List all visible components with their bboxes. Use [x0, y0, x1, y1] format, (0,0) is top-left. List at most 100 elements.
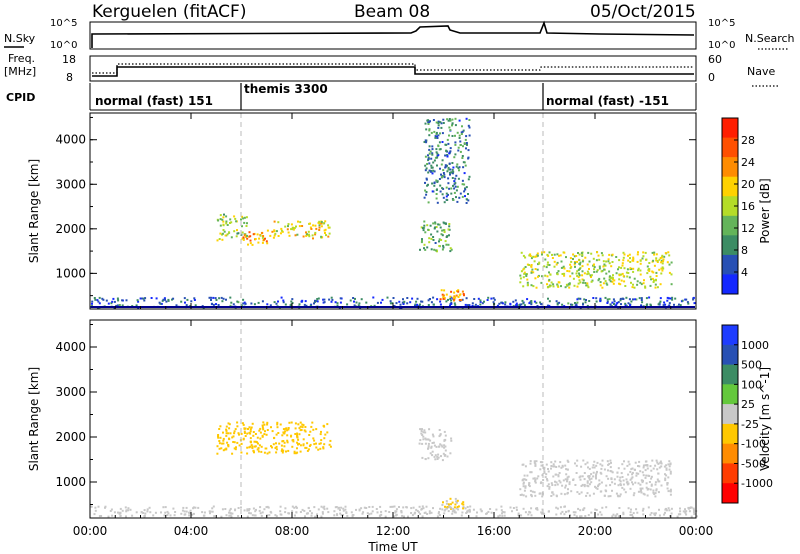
power-echo-cell	[222, 220, 225, 223]
power-echo-cell	[556, 283, 559, 286]
power-echo-cell	[275, 302, 278, 305]
velocity-echo-cell	[246, 446, 249, 449]
velocity-echo-cell	[556, 483, 559, 486]
power-echo-cell	[339, 301, 342, 304]
power-echo-cell	[272, 236, 275, 239]
power-echo-cell	[501, 302, 504, 305]
power-echo-cell	[453, 302, 456, 305]
power-echo-cell	[163, 297, 166, 300]
power-echo-cell	[592, 264, 595, 267]
power-echo-cell	[618, 259, 621, 262]
velocity-echo-cell	[520, 514, 523, 517]
power-echo-cell	[290, 228, 293, 231]
velocity-echo-cell	[421, 428, 423, 431]
power-echo-cell	[586, 273, 589, 276]
power-echo-cell	[569, 275, 572, 278]
velocity-echo-cell	[642, 464, 645, 467]
velocity-echo-cell	[622, 483, 625, 486]
power-echo-cell	[246, 237, 249, 240]
power-echo-cell	[645, 304, 648, 306]
velocity-echo-cell	[526, 474, 529, 477]
freq-panel: Freq. [MHz] 18 8 60 0 Nave	[4, 52, 778, 87]
power-echo-cell	[309, 304, 312, 307]
power-echo-cell	[249, 235, 252, 238]
power-echo-cell	[194, 304, 197, 307]
velocity-echo-cell	[270, 445, 272, 448]
power-echo-cell	[274, 232, 277, 235]
velocity-echo-cell	[421, 456, 424, 459]
velocity-echo-cell	[669, 488, 672, 491]
velocity-echo-cell	[600, 481, 603, 484]
power-echo-cell	[316, 300, 319, 303]
velocity-echo-cell	[430, 511, 433, 514]
velocity-echo-cell	[456, 499, 459, 502]
power-echo-cell	[658, 268, 661, 271]
velocity-echo-cell	[265, 447, 268, 450]
power-echo-cell	[221, 218, 224, 221]
velocity-echo-cell	[654, 512, 657, 515]
velocity-echo-cell	[529, 462, 532, 465]
velocity-echo-cell	[217, 434, 220, 436]
velocity-echo-cell	[274, 447, 277, 449]
velocity-echo-cell	[93, 513, 96, 516]
velocity-echo-cell	[517, 512, 520, 515]
power-echo-cell	[291, 298, 294, 301]
velocity-echo-cell	[654, 495, 657, 498]
power-echo-cell	[275, 230, 278, 233]
velocity-echo-cell	[590, 473, 593, 476]
power-echo-cell	[524, 266, 527, 268]
velocity-echo-cell	[455, 500, 458, 503]
power-echo-cell	[101, 297, 104, 300]
power-echo-cell	[557, 270, 560, 273]
power-echo-cell	[605, 260, 608, 263]
velocity-echo-cell	[427, 442, 430, 445]
power-echo-cell	[316, 298, 319, 300]
velocity-echo-cell	[405, 506, 408, 509]
velocity-echo-cell	[611, 489, 613, 492]
power-echo-cell	[113, 300, 116, 303]
velocity-echo-cell	[543, 513, 546, 516]
velocity-echo-cell	[319, 442, 322, 445]
velocity-echo-cell	[669, 472, 672, 475]
power-echo-cell	[605, 272, 608, 275]
power-echo-cell	[519, 277, 522, 280]
power-echo-cell	[557, 285, 560, 288]
velocity-echo-cell	[530, 514, 533, 517]
power-echo-cell	[313, 301, 316, 303]
velocity-echo-cell	[669, 493, 672, 496]
power-echo-cell	[439, 190, 442, 193]
power-echo-cell	[467, 157, 470, 160]
velocity-echo-cell	[664, 477, 667, 480]
velocity-echo-cell	[264, 430, 266, 433]
power-echo-cell	[416, 303, 419, 306]
power-echo-cell	[609, 277, 612, 280]
power-echo-cell	[336, 304, 339, 307]
power-echo-cell	[578, 253, 581, 256]
power-echo-cell	[528, 264, 531, 266]
velocity-echo-cell	[242, 437, 245, 440]
velocity-echo-cell	[172, 507, 175, 510]
power-echo-cell	[631, 259, 634, 262]
power-echo-cell	[596, 269, 599, 272]
velocity-echo-cell	[629, 511, 632, 514]
velocity-echo-cell	[684, 508, 686, 511]
power-echo-cell	[546, 283, 548, 286]
velocity-echo-region	[216, 421, 332, 455]
velocity-echo-cell	[421, 434, 424, 436]
velocity-echo-cell	[586, 481, 589, 484]
power-echo-cell	[449, 247, 452, 250]
velocity-echo-cell	[166, 514, 169, 516]
velocity-colorbar-swatch	[722, 344, 738, 366]
velocity-echo-cell	[546, 478, 548, 481]
power-echo-cell	[578, 272, 580, 275]
power-echo-cell	[430, 301, 433, 304]
velocity-echo-cell	[368, 506, 371, 508]
velocity-echo-cell	[94, 506, 97, 509]
power-echo-cell	[444, 164, 447, 167]
velocity-echo-cell	[429, 452, 432, 455]
power-echo-cell	[305, 304, 308, 307]
power-echo-cell	[215, 303, 217, 306]
power-echo-cell	[629, 267, 632, 270]
velocity-echo-cell	[299, 425, 302, 428]
velocity-echo-cell	[539, 461, 542, 464]
